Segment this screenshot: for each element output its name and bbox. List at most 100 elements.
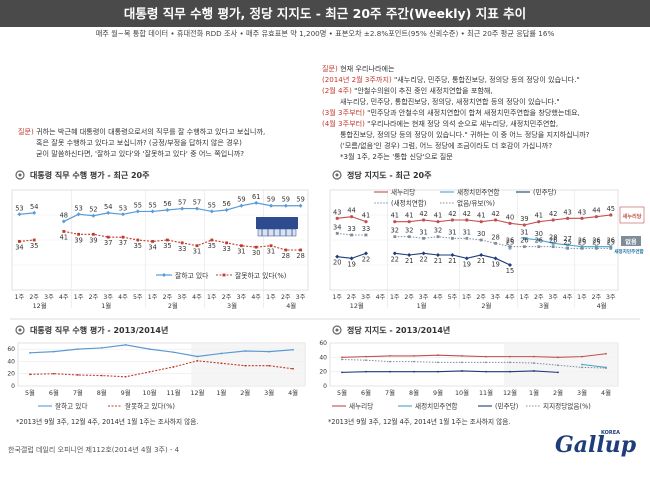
data-point	[29, 373, 31, 376]
data-label: 35	[30, 242, 38, 250]
series-line	[341, 358, 607, 369]
x-tick-label: 4주	[192, 294, 202, 301]
data-point	[581, 355, 583, 358]
data-label: 41	[434, 212, 442, 220]
x-tick-label: 1월	[216, 388, 226, 397]
x-tick-label: 2주	[163, 294, 173, 301]
logo-small-text: KOREA	[601, 430, 621, 436]
x-tick-label: 5주	[448, 294, 458, 301]
data-point	[225, 241, 228, 245]
question-right-line: 통합진보당, 정의당 등의 정당이 있습니다." 귀하는 이 중 어느 정당을 …	[322, 129, 589, 140]
question-label: 질문)	[322, 64, 338, 73]
question-text: "우리나라에는 현재 정당 의석 순으로 새누리당, 새정치민주연합,	[364, 119, 559, 128]
data-label: 41	[405, 212, 413, 220]
data-label: 44	[592, 207, 600, 215]
x-tick-label: 5월	[25, 388, 35, 397]
data-point	[135, 209, 140, 214]
data-point	[240, 244, 243, 248]
question-left-line: 굳이 말씀하신다면, '잘하고 있다'와 '잘못하고 있다' 중 어느 쪽입니까…	[36, 149, 245, 158]
x-tick-label: 4주	[251, 294, 261, 301]
data-point	[557, 356, 559, 359]
data-label: 42	[448, 210, 456, 218]
data-point	[461, 355, 463, 357]
data-point	[150, 209, 155, 214]
x-tick-label: 4주	[505, 294, 515, 301]
data-label: 22	[419, 255, 427, 263]
x-tick-label: 2주	[592, 294, 602, 301]
data-point	[92, 232, 95, 236]
data-label: 54	[104, 203, 112, 211]
x-tick-label: 3주	[296, 294, 306, 301]
data-point	[580, 216, 584, 220]
data-point	[220, 352, 223, 355]
data-label: 32	[405, 227, 413, 235]
data-point	[172, 366, 175, 368]
data-point	[436, 220, 440, 224]
data-point	[91, 213, 96, 218]
approval-long-panel-title: 대통령 직무 수행 평가 - 2013/2014년	[30, 325, 168, 335]
data-label: 37	[104, 239, 112, 247]
question-date-label: (3월 3주부터)	[322, 108, 365, 117]
data-label: 57	[193, 199, 201, 207]
x-tick-label: 1주	[462, 294, 472, 301]
data-point	[609, 246, 613, 250]
data-label: 25	[563, 238, 571, 246]
data-point	[533, 362, 535, 364]
data-label: 52	[89, 206, 97, 214]
x-tick-label: 12월	[503, 388, 517, 397]
question-text: ('모름/없음'인 경우) 그럼, 어느 정당에 조금이라도 더 호감이 가십니…	[340, 141, 553, 150]
data-point	[485, 355, 487, 358]
series-line	[29, 360, 294, 378]
data-point	[196, 355, 199, 358]
data-point	[508, 245, 512, 249]
data-point	[124, 343, 127, 346]
legend-label: (새정치연합)	[391, 199, 426, 208]
question-text: "민주당과 안철수의 새정치연합이 합쳐 새정치민주연합을 창당했는데요,	[364, 108, 580, 117]
data-label: 43	[333, 208, 341, 216]
x-tick-label: 4주	[433, 294, 443, 301]
legend-label: 새정치민주연합	[457, 188, 499, 197]
data-point	[269, 203, 273, 208]
data-point	[436, 235, 440, 239]
data-point	[121, 212, 125, 217]
question-text: "안철수의원이 추진 중인 새정치연합을 포함해,	[351, 86, 493, 95]
data-label: 25	[578, 238, 586, 246]
data-label: 21	[405, 257, 413, 265]
recent-zone	[504, 343, 618, 386]
data-point	[350, 215, 354, 219]
data-point	[298, 203, 303, 208]
question-text: 현재 우리나라에는	[340, 64, 395, 73]
x-tick-label: 3주	[606, 294, 616, 301]
data-point	[509, 355, 511, 358]
data-point	[595, 245, 598, 249]
data-point	[106, 210, 111, 215]
data-label: 30	[477, 230, 485, 238]
data-label: 42	[549, 210, 557, 218]
data-point	[551, 218, 555, 222]
x-tick-label: 2주	[89, 294, 99, 301]
data-point	[389, 355, 391, 357]
data-point	[533, 355, 535, 358]
data-label: 25	[592, 238, 600, 246]
series-line	[581, 363, 607, 368]
data-label: 43	[563, 208, 571, 216]
x-tick-label: 2주	[534, 294, 544, 301]
month-group-label: 12월	[33, 301, 47, 310]
x-tick-label: 1주	[148, 294, 158, 301]
month-group-label: 3월	[539, 301, 549, 310]
question-text: 통합진보당, 정의당 등의 정당이 있습니다." 귀하는 이 중 어느 정당을 …	[340, 130, 590, 139]
data-point	[350, 233, 353, 237]
data-point	[437, 354, 439, 357]
footer-text: 한국갤럽 데일리 오피니언 제112호(2014년 4월 3주) - 4	[8, 446, 180, 454]
data-point	[609, 245, 613, 249]
data-label: 28	[282, 252, 290, 260]
series-line	[19, 212, 35, 215]
legend-swatch-marker	[222, 273, 226, 277]
data-point	[224, 208, 229, 212]
data-label: 42	[491, 210, 499, 218]
data-point	[494, 241, 497, 245]
data-point	[335, 254, 340, 259]
x-tick-label: 4월	[601, 388, 611, 397]
data-point	[509, 370, 511, 373]
data-point	[341, 358, 343, 361]
